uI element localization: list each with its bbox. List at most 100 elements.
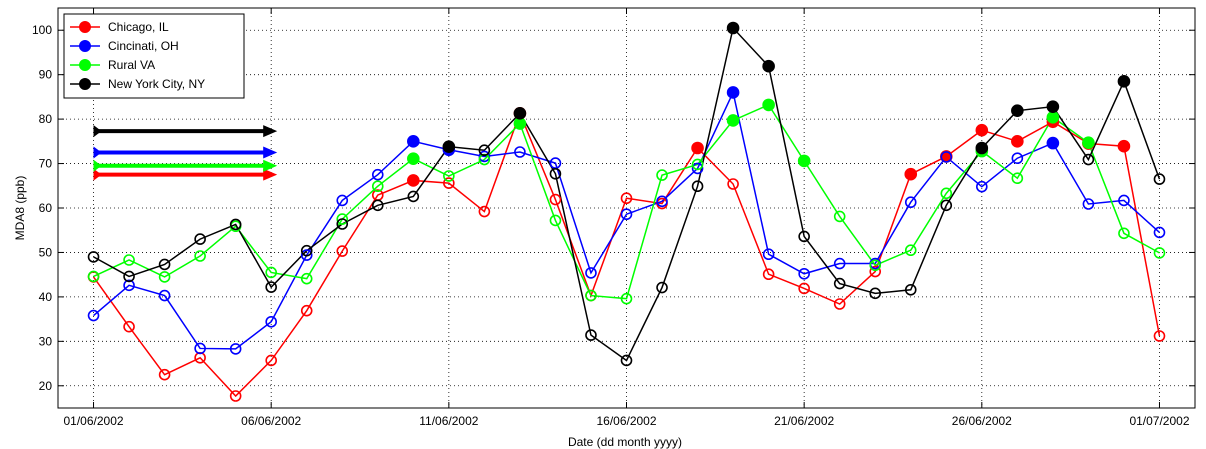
data-point bbox=[158, 258, 171, 271]
data-point bbox=[229, 218, 242, 231]
data-point bbox=[265, 315, 277, 328]
data-point bbox=[1118, 227, 1130, 240]
data-point bbox=[940, 187, 953, 200]
data-point bbox=[869, 259, 882, 272]
data-point bbox=[194, 233, 206, 245]
data-point bbox=[904, 167, 918, 181]
y-tick-label: 90 bbox=[39, 68, 53, 82]
data-point bbox=[336, 218, 349, 230]
data-point bbox=[691, 180, 704, 193]
legend-label: Rural VA bbox=[108, 58, 155, 72]
data-point bbox=[1011, 135, 1024, 148]
threshold-arrow-head bbox=[263, 168, 278, 181]
data-point bbox=[762, 98, 775, 112]
data-point bbox=[833, 277, 846, 290]
data-point bbox=[478, 205, 491, 218]
data-point bbox=[1117, 139, 1131, 153]
data-point bbox=[549, 214, 562, 227]
data-point bbox=[1046, 111, 1060, 124]
data-point bbox=[976, 180, 988, 193]
x-tick-label: 21/06/2002 bbox=[774, 414, 834, 428]
data-point bbox=[691, 158, 704, 171]
data-point bbox=[726, 114, 740, 127]
data-point bbox=[620, 192, 633, 205]
data-point bbox=[87, 251, 100, 263]
x-axis-label: Date (dd month yyyy) bbox=[568, 435, 682, 449]
data-point bbox=[229, 390, 242, 402]
data-point bbox=[336, 245, 349, 257]
y-tick-label: 60 bbox=[39, 201, 53, 215]
data-point bbox=[1082, 153, 1095, 166]
threshold-arrow-head bbox=[263, 146, 278, 159]
data-point bbox=[726, 86, 740, 99]
data-point bbox=[371, 180, 384, 193]
threshold-arrow-head bbox=[263, 125, 278, 138]
data-point bbox=[798, 230, 810, 243]
legend-label: Cincinati, OH bbox=[108, 39, 179, 53]
y-tick-label: 20 bbox=[39, 379, 53, 393]
data-point bbox=[513, 117, 527, 130]
y-tick-label: 40 bbox=[39, 290, 53, 304]
x-tick-label: 26/06/2002 bbox=[952, 414, 1012, 428]
data-point bbox=[1153, 330, 1166, 342]
data-point bbox=[691, 141, 704, 155]
data-point bbox=[833, 298, 846, 310]
data-point bbox=[1046, 136, 1060, 150]
data-point bbox=[762, 59, 775, 73]
legend-marker bbox=[79, 21, 91, 33]
y-tick-label: 50 bbox=[39, 245, 53, 259]
legend: Chicago, IL Cincinati, OH Rural VA New York… bbox=[63, 13, 245, 99]
data-point bbox=[1153, 173, 1166, 185]
data-point bbox=[336, 213, 349, 225]
data-point bbox=[1082, 198, 1095, 210]
data-point bbox=[904, 283, 917, 296]
data-point bbox=[265, 266, 277, 279]
data-point bbox=[726, 21, 740, 35]
data-point bbox=[265, 281, 277, 293]
data-point bbox=[336, 194, 349, 207]
data-point bbox=[407, 135, 420, 148]
data-point bbox=[620, 292, 633, 305]
data-point bbox=[478, 144, 491, 157]
data-point bbox=[265, 354, 277, 367]
y-tick-label: 30 bbox=[39, 334, 53, 348]
data-point bbox=[762, 248, 775, 261]
y-tick-label: 80 bbox=[39, 112, 53, 126]
data-point bbox=[443, 177, 455, 189]
legend-marker bbox=[79, 78, 91, 90]
legend-marker bbox=[79, 40, 91, 52]
data-point bbox=[869, 287, 882, 300]
data-point bbox=[123, 254, 135, 266]
data-point bbox=[407, 190, 420, 203]
legend-label: New York City, NY bbox=[108, 77, 205, 91]
legend-marker bbox=[79, 59, 91, 71]
data-point bbox=[656, 281, 668, 294]
data-point bbox=[123, 270, 135, 283]
data-point bbox=[1118, 194, 1130, 207]
threshold-arrow-head bbox=[263, 159, 278, 172]
data-point bbox=[656, 169, 668, 181]
data-point bbox=[1153, 226, 1166, 239]
threshold-arrow-tail bbox=[93, 159, 102, 172]
data-point bbox=[123, 320, 135, 333]
data-point bbox=[371, 168, 384, 181]
data-point bbox=[1082, 136, 1095, 149]
data-point bbox=[194, 250, 206, 262]
data-point bbox=[513, 107, 527, 120]
data-point bbox=[940, 199, 953, 212]
data-point bbox=[904, 196, 917, 209]
data-point bbox=[975, 141, 989, 155]
data-point bbox=[798, 267, 810, 280]
data-point bbox=[798, 282, 810, 295]
legend-label: Chicago, IL bbox=[108, 20, 169, 34]
axis-ticks bbox=[58, 8, 1195, 408]
data-point bbox=[442, 140, 456, 153]
data-point bbox=[975, 123, 989, 137]
data-point bbox=[407, 152, 420, 165]
data-point bbox=[371, 199, 384, 212]
data-point bbox=[123, 279, 135, 292]
data-point bbox=[869, 265, 882, 278]
data-point bbox=[1011, 172, 1024, 185]
y-tick-label: 100 bbox=[32, 23, 52, 37]
data-point bbox=[478, 150, 491, 163]
